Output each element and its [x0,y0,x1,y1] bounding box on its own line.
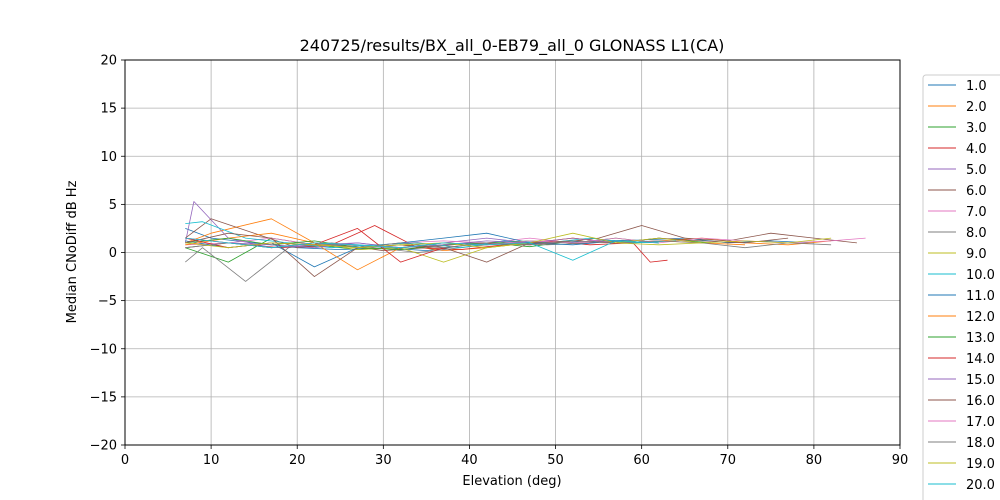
legend-label: 7.0 [966,205,987,220]
y-tick-label: −10 [90,342,117,357]
y-tick-label: 15 [100,102,117,117]
legend-label: 17.0 [966,415,995,430]
legend-label: 10.0 [966,268,995,283]
legend-label: 4.0 [966,142,987,157]
y-axis-title: Median CNoDiff dB Hz [65,180,80,323]
legend-label: 14.0 [966,352,995,367]
x-tick-label: 40 [461,453,478,468]
legend-box [922,74,1000,500]
legend-label: 5.0 [966,163,987,178]
chart-title: 240725/results/BX_all_0-EB79_all_0 GLONA… [300,36,725,56]
legend-label: 20.0 [966,478,995,493]
x-tick-label: 10 [203,453,220,468]
legend-label: 8.0 [966,226,987,241]
x-tick-label: 30 [375,453,392,468]
y-tick-label: 5 [109,198,117,213]
x-axis-title: Elevation (deg) [462,474,561,489]
x-tick-label: 60 [633,453,650,468]
series-line-19.0 [185,232,832,249]
legend-label: 2.0 [966,100,987,115]
y-tick-label: 0 [109,246,117,261]
y-tick-label: −5 [98,294,117,309]
legend-label: 1.0 [966,79,987,94]
legend-label: 11.0 [966,289,995,304]
x-tick-label: 80 [806,453,823,468]
y-tick-label: 20 [100,54,117,69]
y-tick-label: −20 [90,439,117,454]
x-tick-label: 70 [720,453,737,468]
x-tick-label: 50 [547,453,564,468]
x-tick-label: 20 [289,453,306,468]
legend: 1.0 2.0 3.0 4.0 5.0 6.0 7.0 8.0 9.0 10.0 11.0 12.0 1… [922,74,1000,500]
y-tick-label: 10 [100,150,117,165]
legend-label: 19.0 [966,457,995,472]
legend-label: 12.0 [966,310,995,325]
legend-label: 15.0 [966,373,995,388]
x-tick-label: 90 [892,453,909,468]
legend-label: 16.0 [966,394,995,409]
legend-label: 9.0 [966,247,987,262]
legend-label: 13.0 [966,331,995,346]
data-lines [184,201,866,282]
legend-label: 6.0 [966,184,987,199]
y-tick-label: −15 [90,390,117,405]
x-tick-label: 0 [121,453,129,468]
series-line-20.0 [185,237,659,261]
legend-label: 3.0 [966,121,987,136]
series-line-16.0 [185,232,789,278]
axis-ticks: 0 10 20 30 40 50 60 70 80 90 −20 −15 −10 −5 0 5 10 15 20 [90,54,909,469]
legend-label: 18.0 [966,436,995,451]
series-line-10.0 [185,221,677,249]
